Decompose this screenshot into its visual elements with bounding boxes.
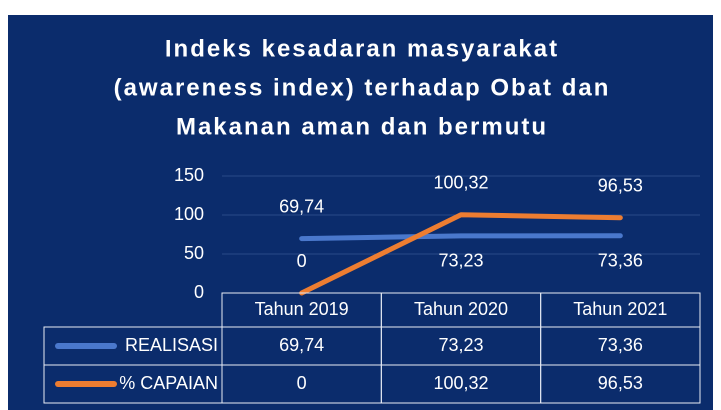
table-value: 73,36 (598, 335, 643, 355)
table-cell (540, 364, 701, 404)
y-tick-label: 100 (174, 204, 204, 224)
x-tick-label: Tahun 2019 (255, 299, 349, 319)
data-label: 100,32 (433, 173, 488, 193)
data-label: 73,36 (598, 251, 643, 271)
table-value: 0 (297, 373, 307, 393)
y-tick-label: 150 (174, 165, 204, 185)
legend-label: % CAPAIAN (119, 373, 218, 393)
data-label: 73,23 (438, 251, 483, 271)
chart-background (8, 15, 713, 410)
chart-title: Makanan aman dan bermutu (176, 113, 548, 140)
series-line (299, 212, 623, 296)
data-label: 0 (297, 251, 307, 271)
chart-title: Indeks kesadaran masyarakat (165, 35, 559, 62)
y-tick-label: 50 (184, 243, 204, 263)
data-label: 69,74 (279, 196, 324, 216)
data-label: 96,53 (598, 175, 643, 195)
x-tick-label: Tahun 2021 (573, 299, 667, 319)
series-line (299, 233, 623, 242)
table-value: 69,74 (279, 335, 324, 355)
table-value: 73,23 (438, 335, 483, 355)
x-tick-label: Tahun 2020 (414, 299, 508, 319)
y-tick-label: 0 (194, 282, 204, 302)
table-value: 96,53 (598, 373, 643, 393)
table-value: 100,32 (433, 373, 488, 393)
chart-title: (awareness index) terhadap Obat dan (114, 74, 611, 101)
legend-label: REALISASI (125, 335, 218, 355)
